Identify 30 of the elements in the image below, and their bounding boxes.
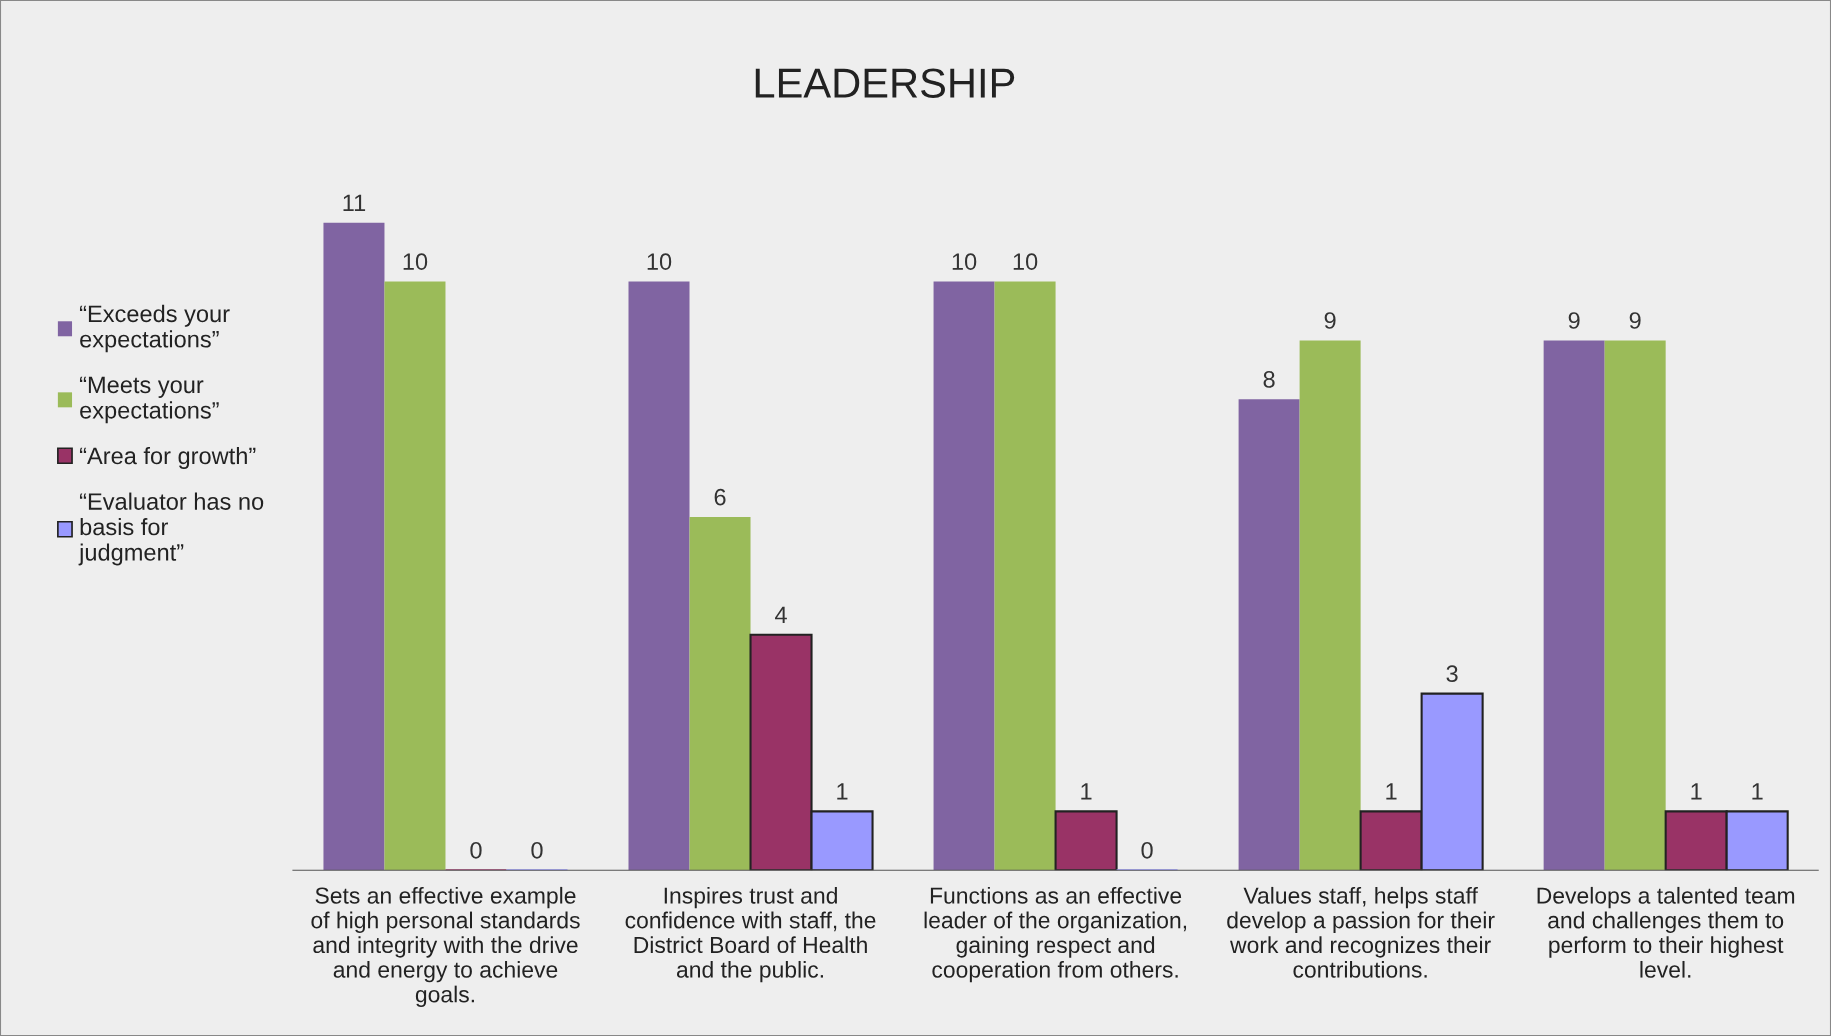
x-tick-label: Develops a talented team and challenges them to perform to their highest level. [1537, 886, 1795, 978]
legend-label: “Evaluator has no basis for judgment” [78, 492, 264, 566]
data-label: 6 [714, 488, 726, 506]
data-label: 9 [1568, 312, 1580, 329]
data-label: 8 [1263, 371, 1275, 388]
data-label: 10 [952, 253, 977, 270]
data-label: 0 [1141, 841, 1153, 859]
chart-title: LEADERSHIP [755, 68, 1015, 98]
data-label: 1 [1691, 783, 1702, 800]
data-label: 0 [531, 841, 543, 859]
x-tick-label: Values staff, helps staff develop a passion for their work and recognizes their contributions. [1227, 886, 1495, 978]
data-label: 9 [1629, 312, 1641, 329]
legend-label: “Exceeds your expectations” [79, 304, 230, 353]
legend-label: “Meets your expectations” [79, 376, 219, 424]
data-label: 1 [1386, 783, 1397, 800]
data-label: 1 [837, 783, 848, 800]
data-label: 3 [1446, 665, 1458, 683]
data-label: 10 [647, 253, 672, 270]
data-label: 10 [1013, 253, 1038, 270]
x-tick-label: Sets an effective example of high personal standards and integrity with the drive and energy to achieve goals. [311, 886, 580, 1008]
data-label: 0 [470, 841, 482, 859]
data-label: 11 [343, 194, 366, 211]
data-label: 4 [775, 606, 787, 623]
data-label: 10 [403, 253, 428, 270]
data-label: 1 [1081, 783, 1092, 800]
x-tick-label: Inspires trust and confidence with staff, the District Board of Health and the public. [625, 886, 876, 983]
data-label: 9 [1324, 312, 1336, 329]
data-label: 1 [1752, 783, 1763, 800]
x-tick-label: Functions as an effective leader of the organization, gaining respect and cooperation from others. [924, 886, 1187, 983]
legend-label: “Area for growth” [79, 446, 256, 469]
